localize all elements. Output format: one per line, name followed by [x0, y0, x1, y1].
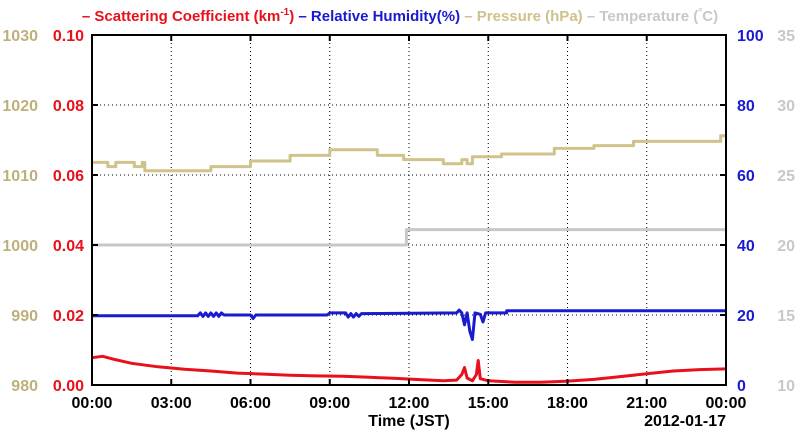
y-tick-label-pressure: 1020	[2, 98, 38, 115]
y-tick-label-pressure: 1000	[2, 238, 38, 255]
plot-frame	[91, 34, 727, 386]
x-tick-label: 00:00	[706, 395, 747, 412]
x-tick-label: 15:00	[468, 395, 509, 412]
x-tick-label: 21:00	[626, 395, 667, 412]
x-tick-label: 12:00	[389, 395, 430, 412]
y-tick-label-scatter: 0.06	[53, 168, 84, 185]
series-line-temperature	[92, 228, 726, 247]
legend: – Scattering Coefficient (km-1) – Relati…	[82, 7, 718, 25]
y-tick-label-temperature: 20	[777, 238, 795, 255]
legend-sup-scatter: -1	[280, 7, 289, 18]
x-tick-label: 06:00	[230, 395, 271, 412]
legend-item-temperature: – Temperature (	[583, 8, 699, 25]
y-tick-label-rh: 40	[737, 238, 755, 255]
y-tick-label-temperature: 10	[777, 378, 795, 395]
legend-text: – Scattering Coefficient (km-1) – Relati…	[82, 7, 718, 25]
y-tick-label-scatter: 0.04	[53, 238, 84, 255]
x-tick-label: 09:00	[309, 395, 350, 412]
date-label: 2012-01-17	[644, 413, 726, 430]
y-tick-label-rh: 80	[737, 98, 755, 115]
x-tick-label: 00:00	[72, 395, 113, 412]
legend-sup-temperature: °	[698, 7, 702, 18]
y-tick-label-scatter: 0.08	[53, 98, 84, 115]
series-line-pressure	[92, 134, 726, 173]
y-tick-label-rh: 0	[737, 378, 746, 395]
y-tick-label-pressure: 980	[11, 378, 38, 395]
series-line-scatter	[91, 354, 727, 384]
y-tick-label-rh: 100	[737, 28, 764, 45]
y-tick-label-rh: 20	[737, 308, 755, 325]
ticks-layer: 00:00 03:00 06:00 09:00 12:00 15:00 18:00 21:00…	[2, 28, 795, 412]
y-tick-label-scatter: 0.02	[53, 308, 84, 325]
legend-item-pressure: – Pressure (hPa)	[460, 8, 583, 25]
y-tick-label-pressure: 990	[11, 308, 38, 325]
x-tick-label: 18:00	[547, 395, 588, 412]
y-tick-label-temperature: 15	[777, 308, 795, 325]
y-tick-label-scatter: 0.00	[53, 378, 84, 395]
y-tick-label-temperature: 25	[777, 168, 795, 185]
y-tick-label-temperature: 30	[777, 98, 795, 115]
y-tick-label-scatter: 0.10	[53, 28, 84, 45]
y-tick-label-temperature: 35	[777, 28, 795, 45]
legend-item-rh: – Relative Humidity(%)	[294, 8, 460, 25]
legend-item-scatter: – Scattering Coefficient (km	[82, 8, 280, 25]
x-axis-label: Time (JST)	[368, 413, 450, 430]
grid	[92, 35, 726, 385]
y-tick-label-pressure: 1010	[2, 168, 38, 185]
y-tick-label-pressure: 1030	[2, 28, 38, 45]
x-tick-label: 03:00	[151, 395, 192, 412]
legend-suffix-scatter: )	[289, 8, 294, 25]
legend-suffix-temperature: C)	[702, 8, 718, 25]
series-layer	[91, 134, 727, 384]
y-tick-label-rh: 60	[737, 168, 755, 185]
series-line-rh	[92, 308, 726, 341]
